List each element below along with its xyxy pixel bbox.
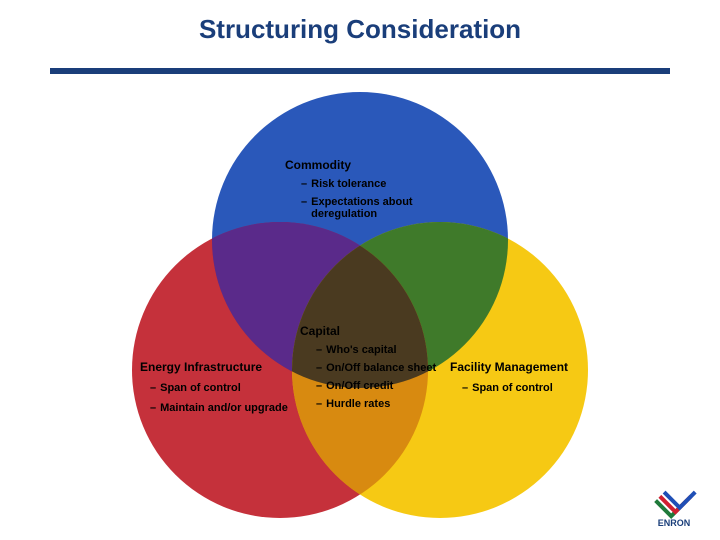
dash-icon: –	[301, 178, 307, 190]
capital-item-text: Who's capital	[326, 344, 470, 356]
capital-item-text: On/Off balance sheet	[326, 362, 470, 374]
venn-diagram	[0, 0, 720, 540]
enron-logo: ENRON	[646, 484, 702, 528]
block-capital: Capital–Who's capital–On/Off balance she…	[300, 324, 470, 416]
dash-icon: –	[316, 380, 322, 392]
dash-icon: –	[301, 196, 307, 208]
block-facility: Facility Management –Span of control	[450, 360, 610, 402]
capital-item: –On/Off balance sheet	[316, 362, 470, 374]
capital-item: –On/Off credit	[316, 380, 470, 392]
dash-icon: –	[316, 344, 322, 356]
capital-item: –Hurdle rates	[316, 398, 470, 410]
commodity-item-text: Expectations about deregulation	[311, 196, 475, 220]
capital-item: –Who's capital	[316, 344, 470, 356]
capital-item-text: Hurdle rates	[326, 398, 470, 410]
energy-item: –Span of control	[150, 382, 290, 394]
commodity-item-text: Risk tolerance	[311, 178, 475, 190]
dash-icon: –	[316, 398, 322, 410]
energy-item-text: Span of control	[160, 382, 290, 394]
commodity-item: –Expectations about deregulation	[301, 196, 475, 220]
energy-item: –Maintain and/or upgrade	[150, 402, 290, 414]
block-energy: Energy Infrastructure–Span of control–Ma…	[140, 360, 290, 422]
capital-heading: Capital	[300, 324, 470, 338]
energy-item-text: Maintain and/or upgrade	[160, 402, 290, 414]
facility-item: –Span of control	[462, 382, 610, 394]
energy-heading: Energy Infrastructure	[140, 360, 290, 374]
dash-icon: –	[150, 402, 156, 414]
facility-heading: Facility Management	[450, 360, 610, 374]
capital-item-text: On/Off credit	[326, 380, 470, 392]
dash-icon: –	[462, 382, 468, 394]
dash-icon: –	[150, 382, 156, 394]
facility-item-text: Span of control	[472, 382, 610, 394]
block-commodity: Commodity–Risk tolerance–Expectations ab…	[285, 158, 475, 226]
logo-text: ENRON	[658, 518, 691, 528]
dash-icon: –	[316, 362, 322, 374]
commodity-heading: Commodity	[285, 158, 475, 172]
commodity-item: –Risk tolerance	[301, 178, 475, 190]
